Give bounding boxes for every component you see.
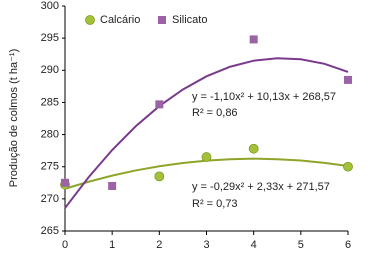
x-tick-label: 3 [203,239,209,251]
y-tick-label: 280 [41,128,59,140]
data-point [108,182,117,190]
r-squared: R² = 0,73 [192,198,238,210]
y-tick-label: 285 [41,96,59,108]
y-tick-label: 270 [41,193,59,205]
y-axis-label: Produção de colmos (t ha⁻¹) [8,49,20,187]
equation: y = -1,10x² + 10,13x + 268,57 [192,91,336,103]
legend-marker [85,15,95,25]
y-tick-label: 290 [41,64,59,76]
y-tick-label: 265 [41,225,59,237]
data-point [248,143,259,154]
x-tick-label: 5 [298,239,304,251]
data-point [249,35,258,44]
equation: y = -0,29x² + 2,33x + 271,57 [192,181,330,193]
data-point [343,161,353,172]
x-tick-label: 6 [345,239,351,251]
x-tick-label: 4 [251,239,257,251]
trend-line [64,57,349,209]
y-tick-label: 295 [41,32,59,44]
x-tick-label: 1 [109,239,115,251]
x-tick-label: 0 [62,239,68,251]
legend-label: Silicato [172,14,207,26]
y-tick-label: 275 [41,161,59,173]
data-point [155,100,164,109]
r-squared: R² = 0,86 [192,107,238,119]
data-point [154,171,165,182]
x-tick-label: 2 [156,239,162,251]
y-tick-label: 300 [41,0,59,12]
data-point [344,75,352,84]
legend-marker [158,16,166,24]
legend-label: Calcário [100,14,140,26]
data-point [61,178,69,187]
data-point [201,152,212,162]
